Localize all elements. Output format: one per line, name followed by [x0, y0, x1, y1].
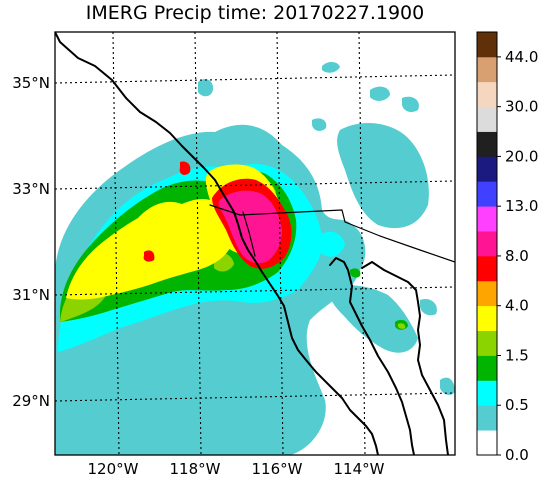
colorbar-segment	[477, 81, 497, 108]
colorbar-segment	[477, 355, 497, 381]
meridian-line	[194, 32, 202, 455]
colorbar-segment	[477, 430, 497, 456]
lat-tick-label: 33°N	[12, 180, 50, 198]
parallel-line	[55, 74, 455, 84]
colorbar-segment	[477, 32, 497, 58]
colorbar-segment	[477, 106, 497, 132]
colorbar-label: 13.0	[505, 197, 538, 215]
lat-tick-label: 29°N	[12, 392, 50, 410]
colorbar-segment	[477, 131, 497, 157]
meridian-line	[112, 32, 120, 455]
lat-tick-label: 35°N	[12, 74, 50, 92]
colorbar: 0.0 0.5 1.5 4.0 8.0 13.0 20.0 30.0 44.0	[476, 31, 538, 464]
us-mexico-border	[209, 204, 455, 263]
colorbar-segment	[477, 305, 497, 331]
colorbar-frame	[476, 31, 498, 456]
colorbar-segment	[477, 181, 497, 207]
gridlines	[55, 32, 455, 455]
lat-tick-label: 31°N	[12, 286, 50, 304]
lat-tick-labels: 35°N 33°N 31°N 29°N	[12, 74, 50, 410]
lon-tick-labels: 120°W 118°W 116°W 114°W	[88, 460, 385, 478]
parallel-line	[55, 286, 455, 296]
colorbar-label: 8.0	[505, 247, 529, 265]
lon-tick-label: 120°W	[88, 460, 139, 478]
colorbar-segment	[477, 380, 497, 406]
precip-extreme	[218, 190, 282, 264]
lon-tick-label: 116°W	[252, 460, 303, 478]
colorbar-segment	[477, 280, 497, 307]
parallel-line	[55, 392, 455, 402]
lon-tick-label: 118°W	[170, 460, 221, 478]
parallel-line	[55, 180, 455, 190]
baja-gulf-coast	[329, 257, 415, 455]
meridian-line	[358, 32, 366, 455]
colorbar-segment	[477, 231, 497, 257]
colorbar-segment	[477, 56, 497, 83]
colorbar-label: 44.0	[505, 48, 538, 66]
colorbar-segment	[477, 330, 497, 356]
california-arizona-border	[242, 211, 256, 257]
colorbar-label: 1.5	[505, 346, 529, 364]
map-frame	[54, 31, 456, 456]
colorbar-label: 0.0	[505, 446, 529, 464]
coastline-borders	[55, 32, 455, 455]
colorbar-segment	[477, 405, 497, 431]
colorbar-label: 4.0	[505, 297, 529, 315]
colorbar-label: 30.0	[505, 98, 538, 116]
map-panel	[55, 32, 455, 455]
lon-tick-label: 114°W	[334, 460, 385, 478]
colorbar-segment	[477, 206, 497, 232]
colorbar-label: 0.5	[505, 396, 529, 414]
colorbar-segment	[477, 156, 497, 182]
california-coast	[55, 32, 379, 455]
mexico-mainland-coast	[361, 261, 449, 455]
colorbar-segment	[477, 255, 497, 282]
colorbar-label: 20.0	[505, 147, 538, 165]
map-title: IMERG Precip time: 20170227.1900	[85, 2, 425, 24]
meridian-line	[276, 32, 284, 455]
